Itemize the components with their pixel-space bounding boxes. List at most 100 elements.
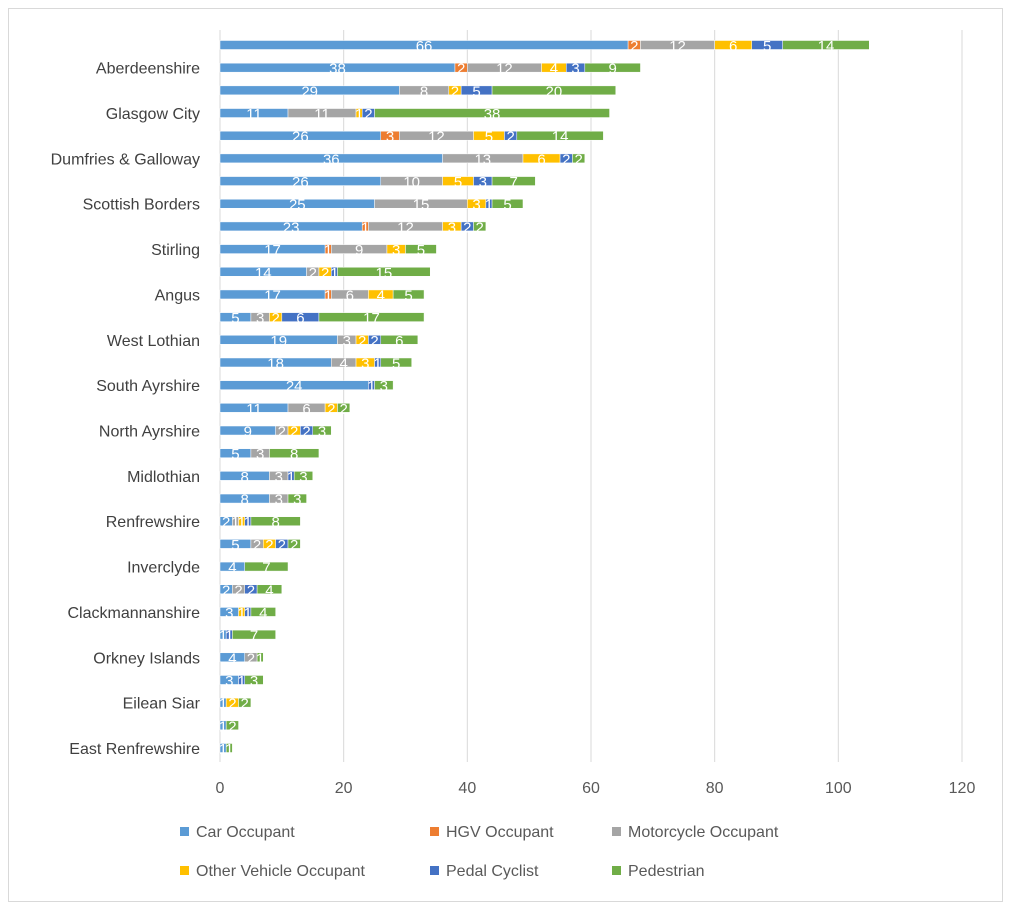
data-label: 1 [244, 514, 252, 531]
data-label: 4 [228, 560, 236, 577]
bar-segment [244, 675, 264, 685]
category-label: East Renfrewshire [69, 741, 200, 758]
bar-segment [225, 743, 233, 753]
data-label: 13 [474, 151, 491, 168]
data-label: 2 [339, 401, 347, 418]
category-label: Eilean Siar [123, 696, 201, 713]
data-label: 25 [289, 197, 306, 214]
data-label: 9 [244, 424, 252, 441]
data-label: 5 [231, 446, 239, 463]
data-label: 5 [454, 174, 462, 191]
data-label: 10 [403, 174, 420, 191]
data-label: 5 [472, 83, 480, 100]
category-label: North Ayrshire [99, 424, 200, 441]
data-label: 2 [290, 424, 298, 441]
data-label: 4 [377, 287, 385, 304]
data-label: 1 [374, 355, 382, 372]
bar-segment [287, 539, 301, 549]
data-label: 5 [392, 355, 400, 372]
data-label: 8 [290, 446, 298, 463]
data-label: 6 [346, 287, 354, 304]
x-tick-label: 120 [949, 780, 976, 797]
bar-segment [491, 198, 524, 209]
legend-label: Pedal Cyclist [446, 863, 539, 880]
data-label: 6 [729, 38, 737, 55]
bar-segment [337, 267, 431, 277]
data-label: 11 [246, 106, 262, 123]
data-label: 3 [225, 605, 233, 622]
data-label: 38 [329, 61, 346, 78]
data-label: 5 [404, 287, 412, 304]
data-label: 3 [392, 242, 400, 259]
data-label: 2 [241, 696, 249, 713]
data-label: 3 [256, 310, 264, 327]
data-label: 20 [546, 83, 563, 100]
data-label: 5 [763, 38, 771, 55]
category-label: Renfrewshire [106, 514, 200, 531]
legend-swatch [430, 827, 439, 836]
data-label: 14 [818, 38, 835, 55]
data-label: 1 [219, 718, 227, 735]
data-label: 12 [669, 38, 686, 55]
data-label: 3 [343, 333, 351, 350]
data-label: 5 [417, 242, 425, 259]
data-label: 6 [537, 151, 545, 168]
bar-segment [782, 40, 870, 50]
x-tick-label: 40 [458, 780, 476, 797]
data-label: 1 [330, 265, 338, 282]
data-label: 29 [301, 83, 318, 100]
bar-segment [337, 403, 351, 413]
data-label: 15 [413, 197, 430, 214]
data-label: 11 [246, 401, 262, 418]
x-tick-label: 20 [335, 780, 353, 797]
bar-segment [256, 652, 264, 663]
data-label: 1 [231, 514, 239, 531]
data-label: 9 [608, 61, 616, 78]
data-label: 2 [278, 424, 286, 441]
data-label: 2 [476, 219, 484, 236]
legend-label: Car Occupant [196, 824, 295, 841]
data-label: 1 [219, 741, 227, 758]
data-label: 7 [262, 560, 270, 577]
bar-segment [225, 720, 239, 731]
data-label: 1 [324, 242, 332, 259]
x-tick-label: 60 [582, 780, 600, 797]
data-label: 19 [270, 333, 287, 350]
data-label: 2 [247, 650, 255, 667]
data-label: 9 [355, 242, 363, 259]
data-label: 2 [222, 582, 230, 599]
legend-label: HGV Occupant [446, 824, 554, 841]
bar-segment [380, 335, 419, 345]
data-label: 17 [264, 287, 281, 304]
data-label: 2 [265, 537, 273, 554]
data-label: 2 [364, 106, 372, 123]
data-label: 2 [562, 151, 570, 168]
data-label: 2 [506, 129, 514, 146]
category-label: Dumfries & Galloway [51, 151, 200, 168]
data-label: 17 [363, 310, 380, 327]
data-label: 2 [271, 310, 279, 327]
data-label: 4 [228, 650, 236, 667]
data-label: 2 [574, 151, 582, 168]
bar-segment [269, 448, 320, 458]
data-label: 2 [321, 265, 329, 282]
data-label: 1 [237, 605, 245, 622]
category-label: Midlothian [127, 469, 200, 486]
bar-segment [232, 629, 276, 640]
data-label: 1 [225, 628, 233, 645]
data-label: 12 [428, 129, 445, 146]
data-label: 3 [225, 673, 233, 690]
data-label: 3 [472, 197, 480, 214]
category-label: Clackmannanshire [67, 605, 200, 622]
data-label: 2 [327, 401, 335, 418]
data-label: 1 [244, 605, 252, 622]
bar-segment [374, 108, 610, 118]
data-label: 6 [296, 310, 304, 327]
data-label: 2 [457, 61, 465, 78]
data-label: 3 [380, 378, 388, 395]
data-label: 17 [264, 242, 281, 259]
data-label: 4 [550, 61, 558, 78]
data-label: 5 [485, 129, 493, 146]
bar-segment [374, 380, 394, 390]
